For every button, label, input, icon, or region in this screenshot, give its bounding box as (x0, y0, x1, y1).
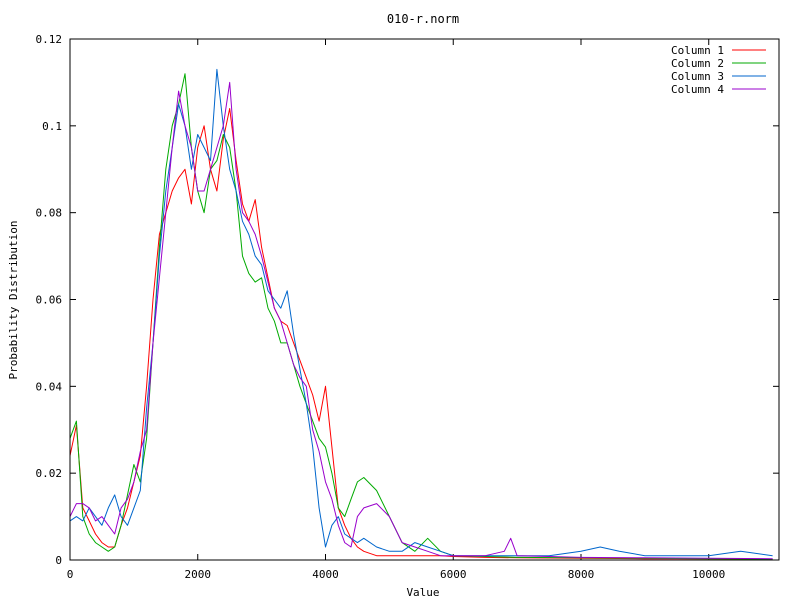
chart-title: 010-r.norm (387, 12, 459, 26)
series-line-3 (69, 68, 773, 557)
y-tick-label: 0 (55, 554, 62, 567)
series-line-1 (69, 108, 773, 560)
x-tick-label: 8000 (568, 568, 595, 581)
y-tick-label: 0.08 (36, 207, 63, 220)
legend-label: Column 2 (671, 57, 724, 70)
series-line-2 (69, 73, 773, 560)
x-tick-label: 2000 (184, 568, 211, 581)
y-tick-label: 0.1 (42, 120, 62, 133)
x-tick-label: 4000 (312, 568, 339, 581)
y-tick-label: 0.04 (36, 380, 63, 393)
x-tick-label: 10000 (692, 568, 725, 581)
legend-label: Column 3 (671, 70, 724, 83)
plot-frame (69, 38, 780, 561)
x-tick-label: 0 (67, 568, 74, 581)
y-tick-label: 0.02 (36, 467, 63, 480)
series-line-4 (69, 81, 773, 560)
x-axis-label: Value (406, 586, 439, 599)
y-tick-label: 0.12 (36, 33, 63, 46)
legend-label: Column 4 (671, 83, 724, 96)
y-axis-label: Probability Distribution (7, 221, 20, 380)
x-tick-label: 6000 (440, 568, 467, 581)
axis-ticks: 0 2000 4000 6000 8000 10000 0 0.02 0.04 0.06 0.08 0… (36, 33, 779, 581)
y-tick-label: 0.06 (36, 294, 63, 307)
legend-label: Column 1 (671, 44, 724, 57)
series-layer (69, 68, 773, 560)
